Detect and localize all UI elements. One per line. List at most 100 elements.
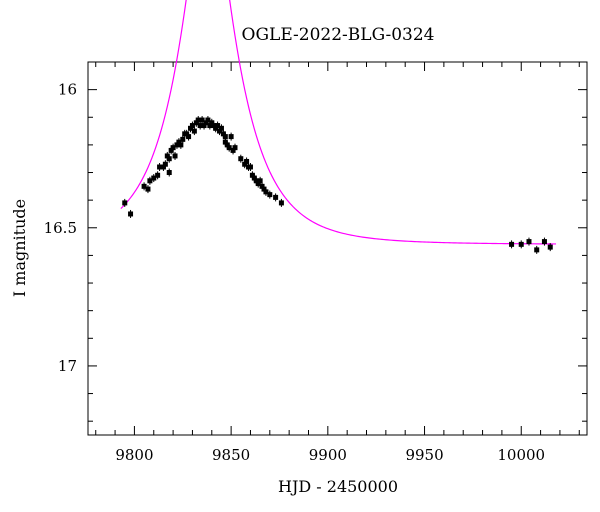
point-marker bbox=[178, 142, 184, 148]
data-point bbox=[244, 157, 250, 166]
point-marker bbox=[238, 156, 244, 162]
point-marker bbox=[193, 120, 199, 126]
x-axis-label: HJD - 2450000 bbox=[278, 477, 398, 496]
point-marker bbox=[170, 145, 176, 151]
data-point bbox=[157, 162, 163, 171]
point-marker bbox=[534, 247, 540, 253]
x-tick-label: 9800 bbox=[115, 446, 153, 464]
data-point bbox=[509, 240, 515, 249]
point-marker bbox=[155, 172, 161, 178]
data-point bbox=[172, 151, 178, 160]
data-point bbox=[155, 171, 161, 180]
point-marker bbox=[263, 189, 269, 195]
point-marker bbox=[222, 134, 228, 140]
point-marker bbox=[247, 164, 253, 170]
data-point bbox=[186, 132, 192, 141]
point-marker bbox=[217, 128, 223, 134]
data-point bbox=[228, 132, 234, 141]
plot-border bbox=[87, 61, 588, 436]
point-marker bbox=[166, 156, 172, 162]
data-point bbox=[238, 154, 244, 163]
data-point bbox=[191, 127, 197, 136]
data-point bbox=[162, 160, 168, 169]
data-point bbox=[189, 121, 195, 130]
y-tick-label: 16 bbox=[58, 81, 77, 99]
data-point bbox=[205, 116, 211, 125]
point-marker bbox=[226, 145, 232, 151]
point-marker bbox=[145, 186, 151, 192]
data-point bbox=[518, 240, 524, 249]
y-axis-label: I magnitude bbox=[10, 199, 29, 297]
plot-frame bbox=[87, 61, 588, 436]
data-point bbox=[526, 237, 532, 246]
data-point bbox=[218, 124, 224, 133]
point-marker bbox=[201, 123, 207, 129]
data-point bbox=[278, 198, 284, 207]
data-point bbox=[180, 135, 186, 144]
point-marker bbox=[218, 125, 224, 131]
point-marker bbox=[203, 120, 209, 126]
point-marker bbox=[191, 128, 197, 134]
point-marker bbox=[273, 194, 279, 200]
point-marker bbox=[162, 161, 168, 167]
chart-title: OGLE-2022-BLG-0324 bbox=[242, 25, 435, 45]
data-point bbox=[273, 193, 279, 202]
point-marker bbox=[230, 147, 236, 153]
point-marker bbox=[257, 178, 263, 184]
point-marker bbox=[197, 123, 203, 129]
data-point bbox=[166, 168, 172, 177]
data-point bbox=[247, 162, 253, 171]
point-marker bbox=[141, 183, 147, 189]
data-point bbox=[147, 176, 153, 185]
y-tick-label: 17 bbox=[58, 357, 77, 375]
point-marker bbox=[213, 125, 219, 131]
data-points-layer bbox=[122, 116, 553, 254]
tick-labels: 9800 9850 9900 9950 10000 16 16.5 17 bbox=[44, 81, 546, 464]
data-point bbox=[232, 143, 238, 152]
point-marker bbox=[215, 123, 221, 129]
point-marker bbox=[509, 241, 515, 247]
point-marker bbox=[228, 134, 234, 140]
point-marker bbox=[211, 123, 217, 129]
point-marker bbox=[195, 117, 201, 123]
point-marker bbox=[166, 170, 172, 176]
x-tick-label: 9950 bbox=[405, 446, 443, 464]
point-marker bbox=[526, 239, 532, 245]
data-point bbox=[170, 143, 176, 152]
point-marker bbox=[147, 178, 153, 184]
point-marker bbox=[259, 183, 265, 189]
data-point bbox=[151, 174, 157, 183]
model-curve-layer bbox=[120, 0, 557, 245]
data-point bbox=[547, 243, 553, 252]
point-marker bbox=[174, 142, 180, 148]
data-point bbox=[141, 182, 147, 191]
point-marker bbox=[172, 153, 178, 159]
point-marker bbox=[176, 139, 182, 145]
point-marker bbox=[261, 186, 267, 192]
point-marker bbox=[207, 123, 213, 129]
point-marker bbox=[242, 161, 248, 167]
data-point bbox=[199, 116, 205, 125]
point-marker bbox=[186, 134, 192, 140]
data-point bbox=[267, 190, 273, 199]
point-marker bbox=[164, 153, 170, 159]
point-marker bbox=[184, 131, 190, 137]
data-point bbox=[178, 140, 184, 149]
point-marker bbox=[541, 239, 547, 245]
data-point bbox=[122, 198, 128, 207]
point-marker bbox=[189, 123, 195, 129]
point-marker bbox=[244, 158, 250, 164]
x-tick-label: 10000 bbox=[497, 446, 545, 464]
data-point bbox=[195, 116, 201, 125]
data-point bbox=[222, 138, 228, 147]
point-marker bbox=[518, 241, 524, 247]
data-point bbox=[128, 209, 134, 218]
data-point bbox=[226, 143, 232, 152]
point-marker bbox=[278, 200, 284, 206]
point-marker bbox=[199, 117, 205, 123]
axis-ticks bbox=[88, 61, 587, 435]
point-marker bbox=[205, 117, 211, 123]
point-marker bbox=[157, 164, 163, 170]
point-marker bbox=[188, 125, 194, 131]
